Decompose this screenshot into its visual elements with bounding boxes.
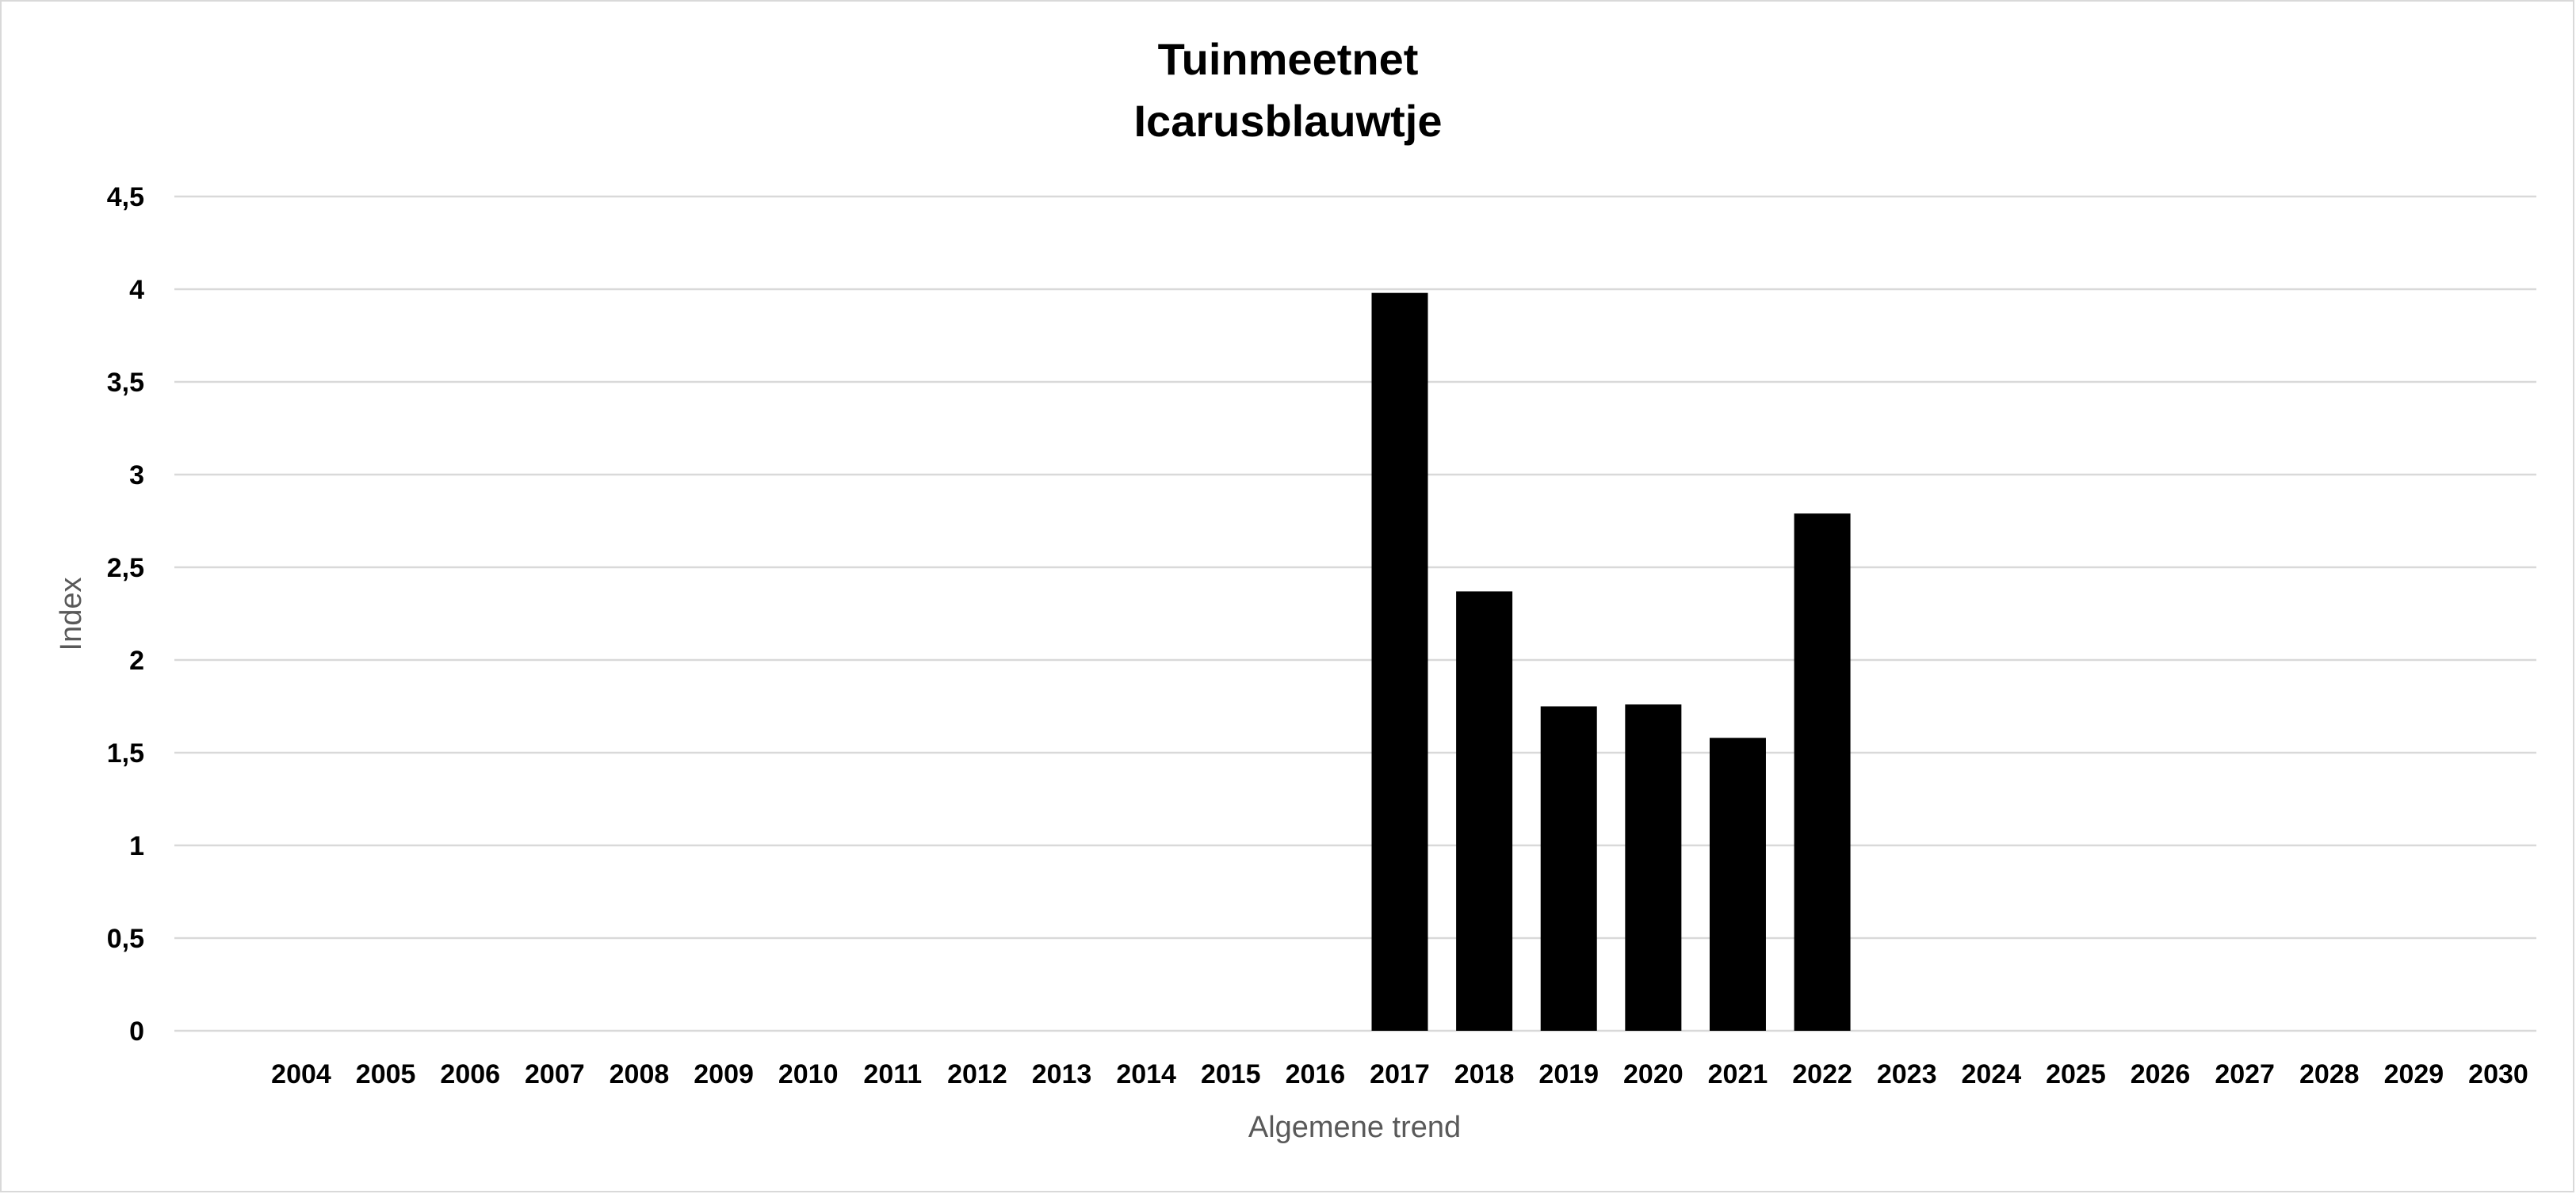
x-tick-label: 2014 bbox=[1116, 1059, 1176, 1089]
x-tick-label: 2018 bbox=[1454, 1059, 1515, 1089]
bar-2018 bbox=[1456, 591, 1513, 1031]
y-tick-label: 3,5 bbox=[107, 368, 144, 398]
chart-title: Tuinmeetnet bbox=[1158, 34, 1419, 84]
x-tick-label: 2022 bbox=[1792, 1059, 1852, 1089]
bars bbox=[1371, 292, 1851, 1031]
x-tick-label: 2027 bbox=[2215, 1059, 2275, 1089]
x-tick-label: 2012 bbox=[947, 1059, 1007, 1089]
y-axis-ticks: 0 0,5 1 1,5 2 2,5 3 3,5 4 4,5 bbox=[107, 182, 144, 1047]
y-tick-label: 1 bbox=[129, 831, 144, 861]
bar-2022 bbox=[1794, 513, 1851, 1031]
x-tick-label: 2007 bbox=[525, 1059, 585, 1089]
x-tick-label: 2006 bbox=[440, 1059, 500, 1089]
x-tick-label: 2008 bbox=[610, 1059, 670, 1089]
gridlines bbox=[174, 195, 2536, 1032]
x-tick-label: 2026 bbox=[2131, 1059, 2191, 1089]
x-tick-label: 2017 bbox=[1370, 1059, 1430, 1089]
x-tick-label: 2016 bbox=[1286, 1059, 1346, 1089]
bar-2020 bbox=[1625, 704, 1682, 1031]
x-tick-label: 2013 bbox=[1032, 1059, 1092, 1089]
y-tick-label: 4 bbox=[129, 275, 144, 305]
x-tick-label: 2030 bbox=[2468, 1059, 2528, 1089]
x-axis-label: Algemene trend bbox=[1248, 1111, 1461, 1144]
x-tick-label: 2024 bbox=[1961, 1059, 2021, 1089]
chart-subtitle: Icarusblauwtje bbox=[1133, 96, 1442, 146]
bar-2021 bbox=[1709, 738, 1766, 1031]
x-tick-label: 2011 bbox=[863, 1059, 922, 1089]
x-tick-label: 2028 bbox=[2299, 1059, 2360, 1089]
x-tick-label: 2023 bbox=[1877, 1059, 1937, 1089]
x-tick-label: 2021 bbox=[1708, 1059, 1768, 1089]
y-axis-label: Index bbox=[55, 578, 88, 651]
x-tick-label: 2010 bbox=[778, 1059, 839, 1089]
y-tick-label: 2,5 bbox=[107, 553, 144, 583]
x-tick-label: 2020 bbox=[1623, 1059, 1684, 1089]
y-tick-label: 3 bbox=[129, 460, 144, 490]
x-tick-label: 2025 bbox=[2046, 1059, 2106, 1089]
x-tick-label: 2009 bbox=[694, 1059, 754, 1089]
y-tick-label: 0 bbox=[129, 1017, 144, 1047]
y-tick-label: 0,5 bbox=[107, 924, 144, 954]
x-tick-label: 2005 bbox=[356, 1059, 416, 1089]
bar-2019 bbox=[1540, 706, 1597, 1031]
x-tick-label: 2015 bbox=[1201, 1059, 1261, 1089]
y-tick-label: 1,5 bbox=[107, 738, 144, 769]
bar-2017 bbox=[1371, 292, 1428, 1031]
y-tick-label: 4,5 bbox=[107, 182, 144, 212]
y-tick-label: 2 bbox=[129, 646, 144, 676]
x-tick-label: 2029 bbox=[2384, 1059, 2444, 1089]
x-tick-label: 2019 bbox=[1538, 1059, 1599, 1089]
x-tick-label: 2004 bbox=[271, 1059, 331, 1089]
x-axis-ticks: 2004 2005 2006 2007 2008 2009 2010 2011 2012 2013… bbox=[271, 1059, 2528, 1089]
